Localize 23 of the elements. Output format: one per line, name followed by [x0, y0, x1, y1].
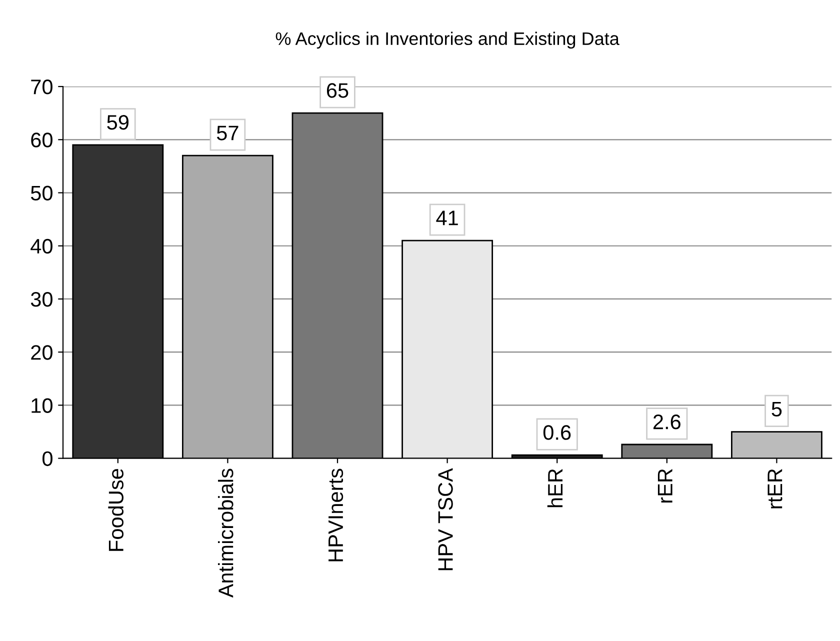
y-tick-label: 30 — [30, 292, 52, 307]
chart-title: % Acyclics in Inventories and Existing Data — [276, 32, 620, 49]
x-tick-label: Antimicrobials — [218, 468, 234, 598]
y-tick-label: 40 — [30, 238, 52, 254]
x-tick-label: FoodUse — [108, 468, 124, 551]
data-label: 0.6 — [543, 425, 571, 440]
y-tick-label: 70 — [31, 80, 52, 94]
data-label: 41 — [436, 210, 458, 226]
data-label: 57 — [216, 126, 238, 140]
data-label: 59 — [107, 114, 128, 130]
y-tick-label: 60 — [31, 132, 52, 148]
x-tick-label: rtER — [768, 469, 782, 508]
data-label: 5 — [772, 402, 782, 417]
x-tick-label: HPV TSCA — [438, 468, 453, 570]
y-tick-label: 50 — [30, 186, 52, 201]
x-tick-label: hER — [547, 469, 562, 508]
y-tick-label: 10 — [32, 398, 52, 413]
y-tick-label: 0 — [42, 451, 52, 466]
x-tick-label: rER — [658, 469, 672, 503]
data-label: 65 — [326, 83, 348, 98]
y-tick-label: 20 — [31, 345, 52, 360]
data-label: 2.6 — [653, 414, 680, 430]
x-tick-label: HPVInerts — [328, 468, 344, 562]
